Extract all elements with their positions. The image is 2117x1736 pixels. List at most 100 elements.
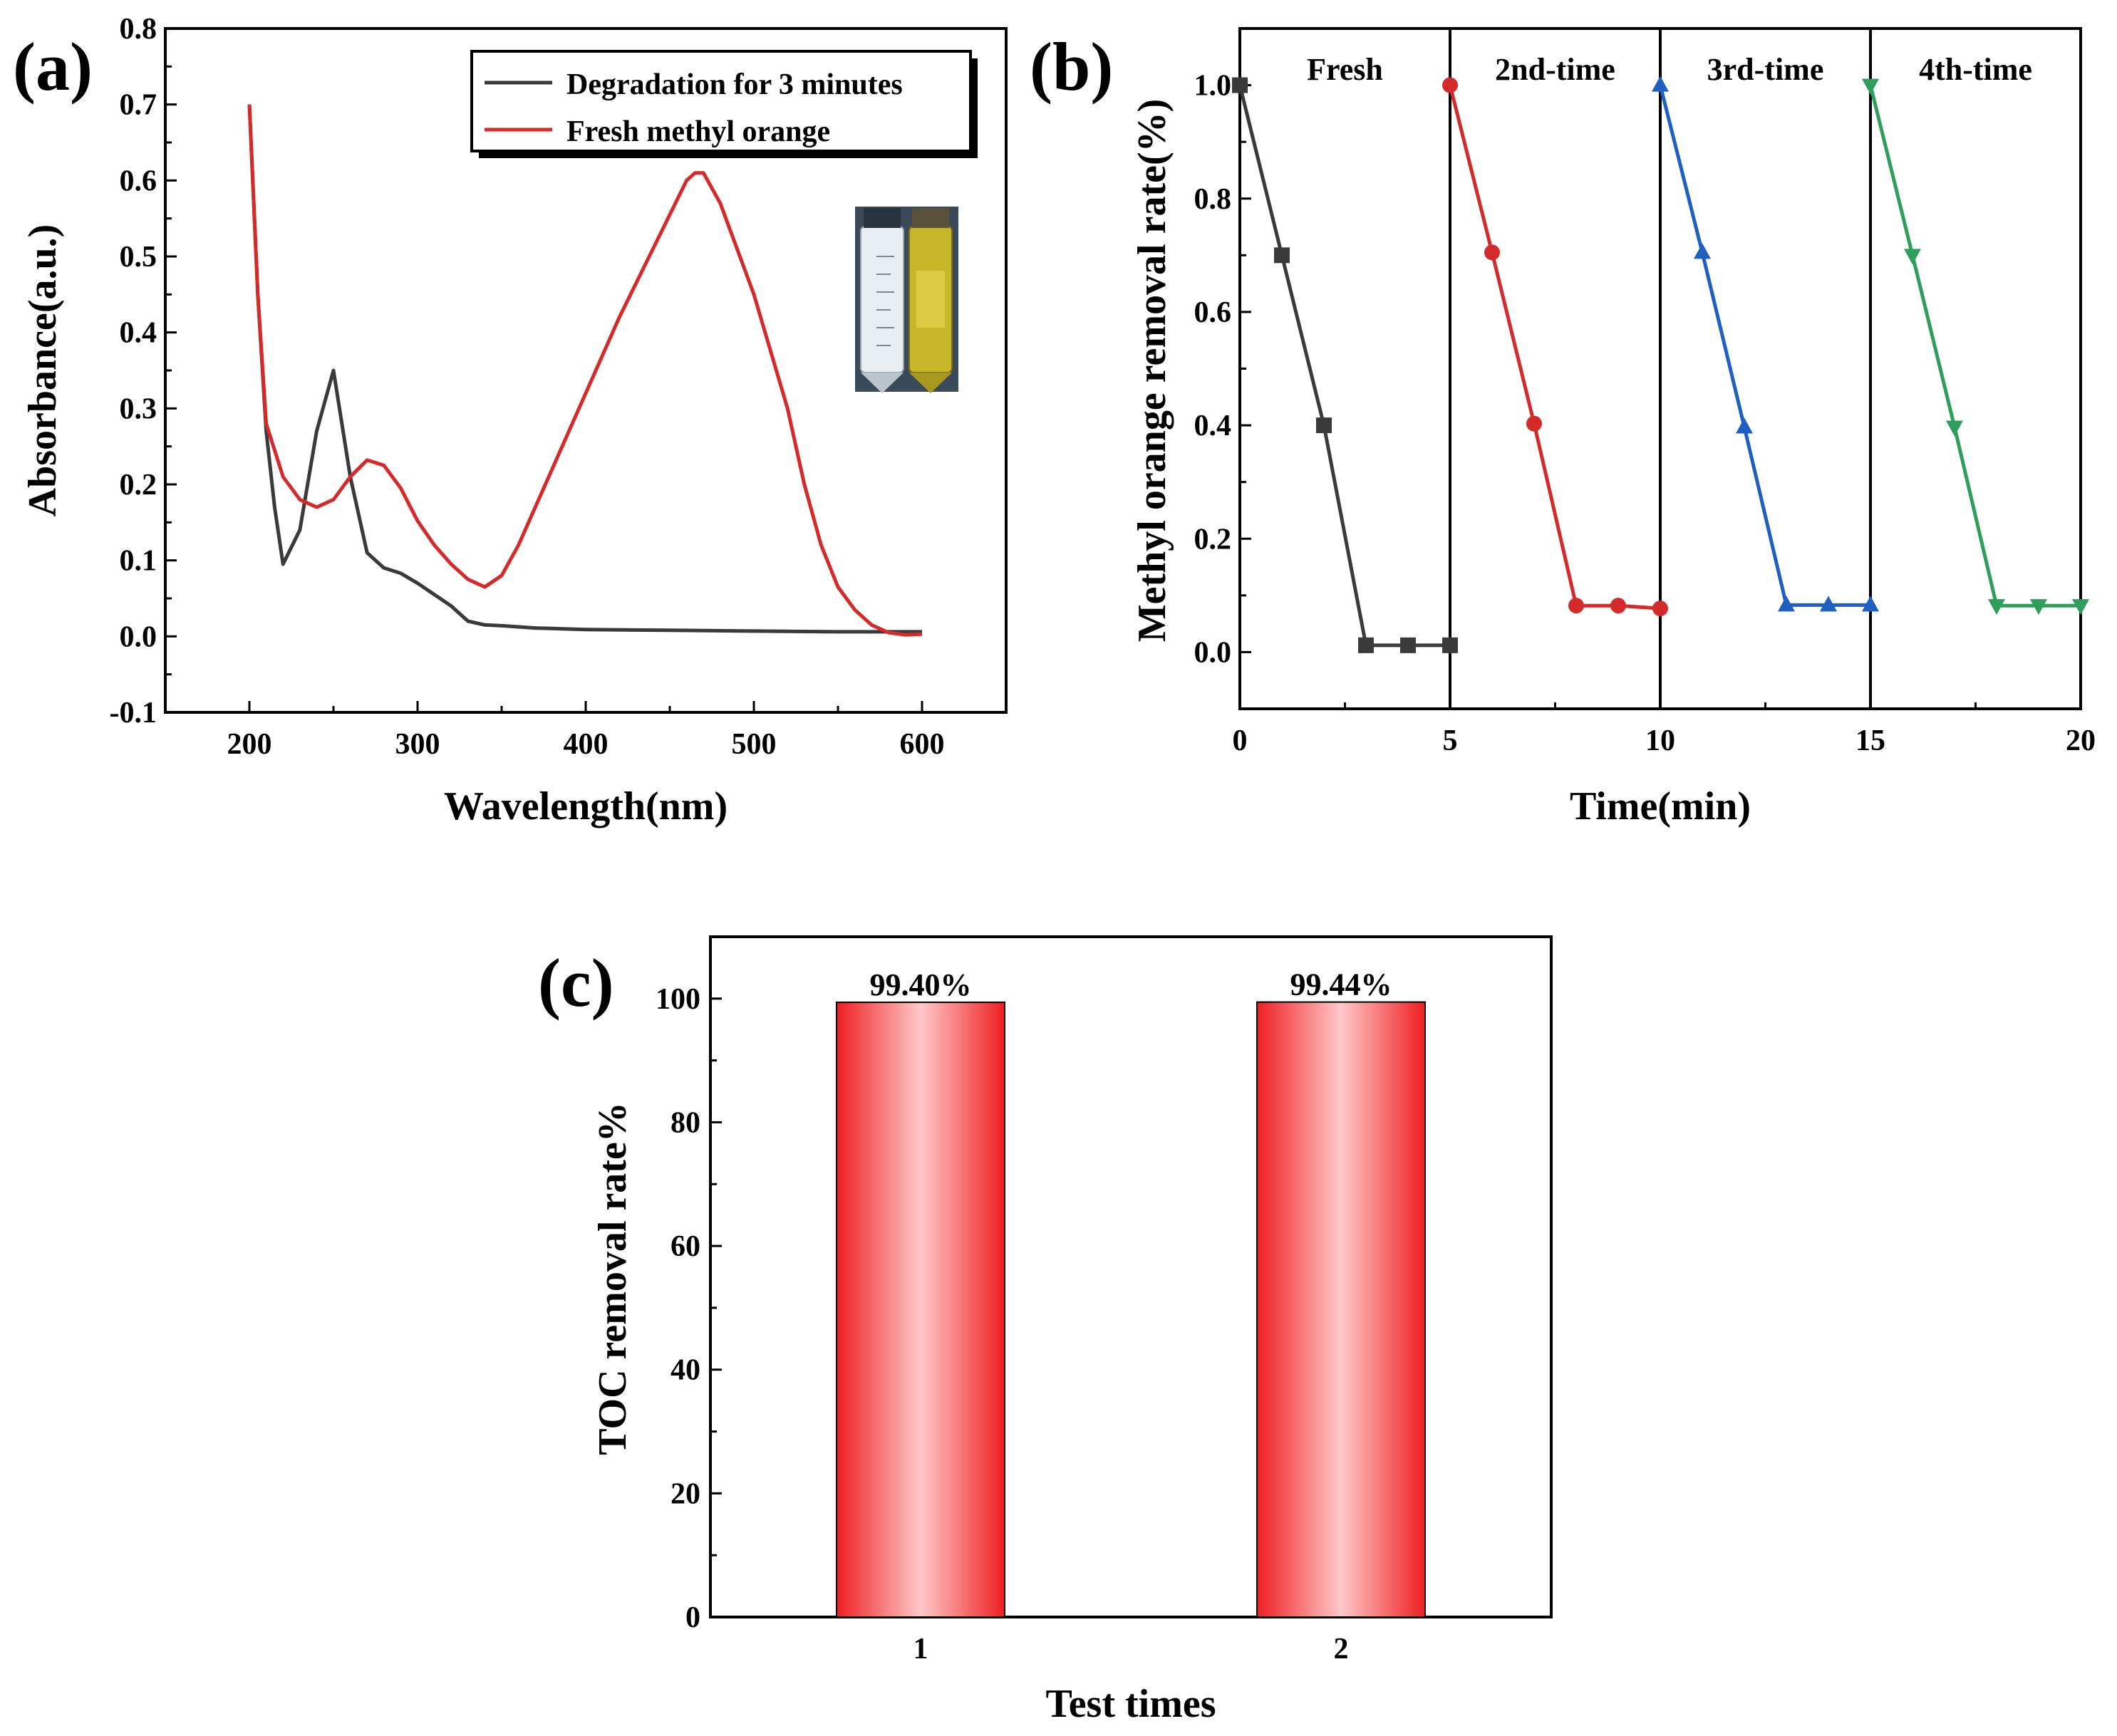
- series-line-3rd-time: [1658, 84, 1870, 607]
- panel-b-xtick-label: 15: [1855, 724, 1885, 757]
- panel-b-ytick-label: 1.0: [1194, 70, 1232, 103]
- panel-b-ytick-label: 0.0: [1194, 636, 1232, 669]
- vial-yellow-cap: [912, 208, 949, 228]
- series-line-2nd-time: [1448, 84, 1661, 610]
- marker-4th-time: [2072, 599, 2089, 615]
- series-line-degradation: [247, 104, 922, 634]
- cycle-label-3rd-time: 3rd-time: [1707, 52, 1824, 87]
- marker-3rd-time: [1694, 243, 1711, 259]
- panel-b-xlabel: Time(min): [1570, 784, 1751, 828]
- panel-a-ytick-label: 0.2: [120, 469, 157, 501]
- legend-label-degradation: Degradation for 3 minutes: [566, 68, 903, 101]
- panel-b-xtick-label: 20: [2066, 724, 2096, 757]
- panel-c-ytick-label: 20: [671, 1477, 700, 1510]
- marker-2nd-time: [1568, 598, 1584, 614]
- panel-b-ticks: 0 5 10 15 20 0.0 0.2 0.4 0.6 0.8 1.0: [1194, 70, 2096, 757]
- vial-clear-tip: [861, 373, 904, 393]
- panel-c-ticks: 0 20 40 60 80 100 1 2: [656, 983, 1349, 1665]
- series-line-4th-time: [1868, 85, 2081, 608]
- bar-value-label: 99.44%: [1290, 967, 1392, 1002]
- panel-a-ytick-label: -0.1: [110, 697, 157, 729]
- marker-3rd-time: [1778, 596, 1795, 612]
- panel-a-absorbance-chart: (a) 200 300 400 500 600 -0.1 0.0 0.1 0.2 0.3 0.4 0.…: [13, 13, 1008, 828]
- panel-c-xtick-label: 2: [1334, 1633, 1349, 1665]
- marker-fresh: [1400, 637, 1416, 653]
- panel-b-xtick-label: 0: [1233, 724, 1248, 757]
- panel-b-cycle-dividers: [1449, 28, 1872, 709]
- vial-graduations: [876, 256, 894, 346]
- marker-2nd-time: [1652, 601, 1668, 617]
- vial-yellow-tip: [909, 373, 952, 393]
- panel-b-xtick-label: 10: [1645, 724, 1675, 757]
- vial-yellow-highlight: [916, 271, 945, 328]
- panel-a-xtick-label: 200: [227, 728, 272, 761]
- panel-a-ytick-label: 0.7: [120, 89, 157, 122]
- vial-photo-inset: [855, 207, 958, 393]
- marker-4th-time: [2030, 599, 2047, 615]
- marker-2nd-time: [1526, 415, 1542, 432]
- bar-value-label: 99.40%: [870, 967, 972, 1002]
- marker-fresh: [1316, 417, 1332, 434]
- marker-4th-time: [1904, 249, 1921, 265]
- panel-c-bars: 99.40% 99.44%: [836, 967, 1426, 1618]
- panel-a-xtick-label: 400: [564, 728, 609, 761]
- panel-a-ytick-label: 0.4: [120, 317, 157, 350]
- cycle-label-4th-time: 4th-time: [1919, 52, 2032, 87]
- panel-c-label: (c): [538, 945, 614, 1021]
- series-line-fresh-methyl-orange: [247, 104, 923, 637]
- marker-2nd-time: [1484, 244, 1500, 261]
- panel-c-frame: [709, 935, 1553, 1618]
- marker-2nd-time: [1442, 77, 1458, 93]
- panel-b-ytick-label: 0.8: [1194, 183, 1232, 216]
- panel-c-ytick-label: 100: [656, 983, 700, 1016]
- series-line-fresh: [1238, 85, 1450, 648]
- bar-test-1: [836, 1002, 1005, 1618]
- marker-4th-time: [1862, 78, 1879, 95]
- marker-fresh: [1274, 247, 1290, 264]
- marker-2nd-time: [1610, 598, 1626, 614]
- panel-a-xlabel: Wavelength(nm): [444, 784, 728, 828]
- legend-label-fresh: Fresh methyl orange: [566, 115, 830, 148]
- panel-a-ytick-label: 0.8: [120, 13, 157, 46]
- cycle-label-2nd-time: 2nd-time: [1495, 52, 1615, 87]
- marker-3rd-time: [1652, 76, 1669, 92]
- marker-4th-time: [1946, 420, 1963, 437]
- panel-a-ticks: 200 300 400 500 600 -0.1 0.0 0.1 0.2 0.3 0.4 0.5 0.6…: [110, 13, 945, 761]
- vial-clear: [860, 226, 904, 373]
- marker-3rd-time: [1736, 417, 1753, 434]
- cycle-label-fresh: Fresh: [1307, 52, 1383, 87]
- marker-fresh: [1442, 637, 1458, 653]
- panel-a-ytick-label: 0.0: [120, 620, 157, 653]
- panel-a-ytick-label: 0.3: [120, 393, 157, 425]
- panel-c-ytick-label: 40: [671, 1354, 700, 1387]
- marker-3rd-time: [1820, 596, 1837, 612]
- panel-a-ytick-label: 0.5: [120, 241, 157, 274]
- panel-a-legend: Degradation for 3 minutes Fresh methyl o…: [470, 50, 978, 158]
- panel-a-series: [247, 104, 923, 637]
- panel-a-ytick-label: 0.1: [120, 545, 157, 578]
- panel-c-toc-chart: (c) 0 20 40 60 80 100 1 2 99.40% 99.44% Test tim…: [538, 935, 1553, 1726]
- panel-b-ytick-label: 0.4: [1194, 410, 1232, 442]
- panel-c-ylabel: TOC removal rate%: [591, 1102, 635, 1455]
- panel-b-xtick-label: 5: [1443, 724, 1458, 757]
- panel-b-removal-rate-chart: (b) 0 5 10 15 20 0.0 0.2 0.4 0.6 0.8 1.0 Fresh 2nd-…: [1030, 27, 2096, 828]
- marker-fresh: [1358, 637, 1374, 653]
- panel-a-xtick-label: 600: [900, 728, 945, 761]
- panel-c-ytick-label: 60: [671, 1230, 700, 1263]
- panel-b-ytick-label: 0.6: [1194, 296, 1232, 329]
- panel-b-label: (b): [1030, 28, 1113, 105]
- panel-a-ylabel: Absorbance(a.u.): [21, 224, 65, 517]
- legend-box: [470, 50, 972, 152]
- bar-test-2: [1256, 1001, 1426, 1618]
- panel-a-xtick-label: 500: [732, 728, 777, 761]
- panel-b-ytick-label: 0.2: [1194, 523, 1232, 556]
- panel-b-cycle-labels: Fresh 2nd-time 3rd-time 4th-time: [1307, 52, 2032, 87]
- panel-a-xtick-label: 300: [395, 728, 440, 761]
- panel-b-ylabel: Methyl orange removal rate(%): [1130, 99, 1174, 642]
- panel-c-ytick-label: 0: [685, 1601, 700, 1634]
- panel-a-label: (a): [13, 28, 93, 105]
- panel-b-series: [1232, 76, 2089, 653]
- vial-clear-cap: [864, 208, 901, 228]
- panel-a-ytick-label: 0.6: [120, 165, 157, 197]
